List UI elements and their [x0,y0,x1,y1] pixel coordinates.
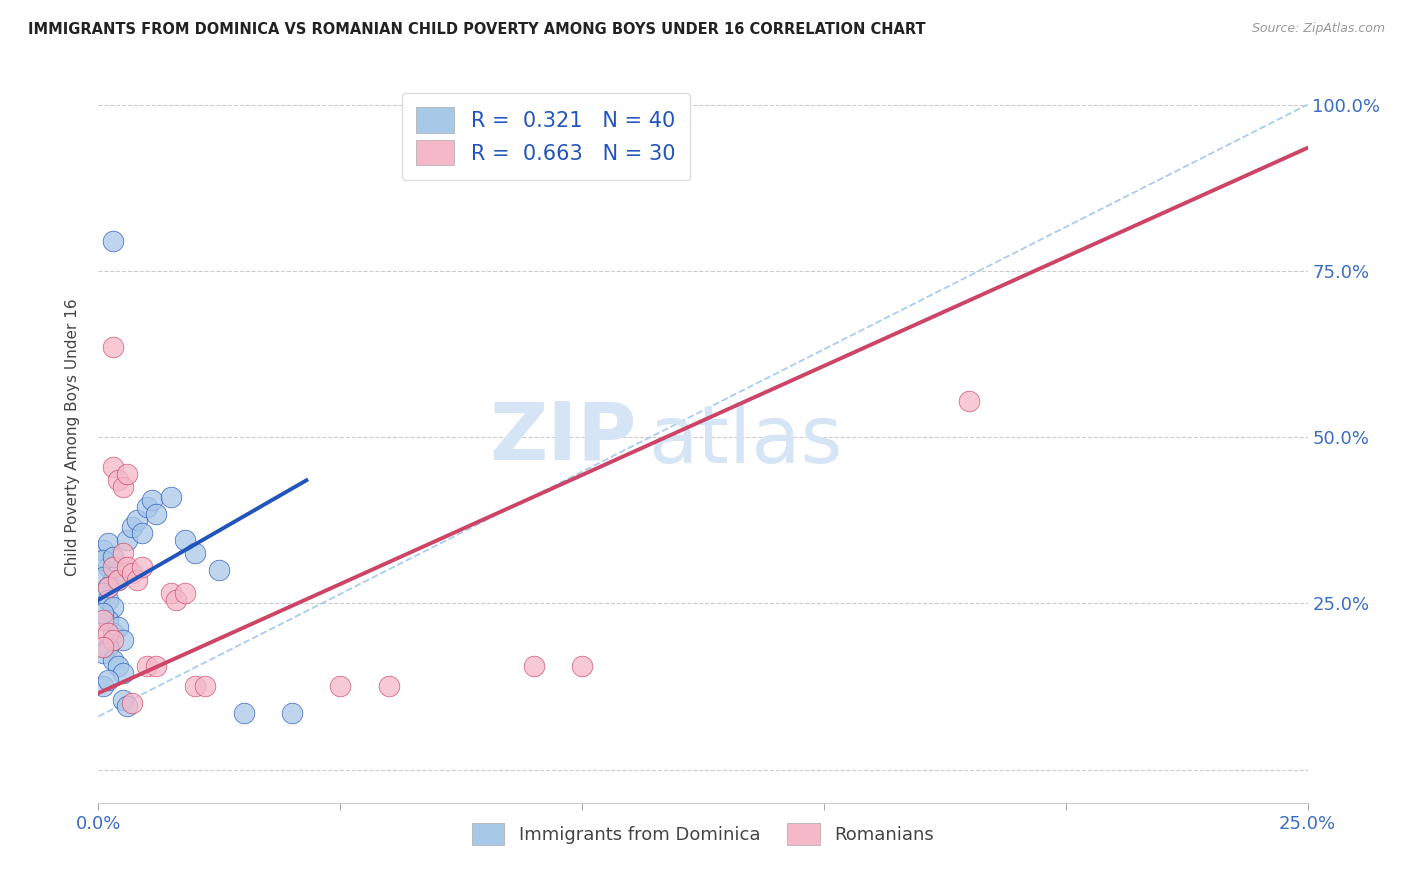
Point [91,553,114,567]
Point [208,563,231,577]
Point [91,646,114,660]
Point [91,613,114,627]
Point [97,613,120,627]
Point [184,680,207,694]
Point [91,570,114,584]
Point [107,473,129,487]
Point [97,673,120,687]
Point [97,626,120,640]
Point [127,573,149,587]
Point [107,573,129,587]
Point [111,480,134,494]
Point [97,580,120,594]
Point [91,586,114,600]
Point [131,526,153,541]
Point [145,507,167,521]
Point [111,632,134,647]
Point [329,680,352,694]
Point [377,680,399,694]
Point [101,460,124,475]
Point [107,619,129,633]
Point [174,586,197,600]
Point [91,607,114,621]
Point [127,513,149,527]
Point [111,666,134,681]
Text: ZIP: ZIP [489,398,637,476]
Point [194,680,217,694]
Point [131,559,153,574]
Point [101,599,124,614]
Point [117,533,139,548]
Point [101,234,124,248]
Point [101,340,124,354]
Point [117,559,139,574]
Point [117,699,139,714]
Point [97,536,120,550]
Point [141,493,163,508]
Point [107,573,129,587]
Point [97,640,120,654]
Point [121,566,143,581]
Point [145,659,167,673]
Point [184,546,207,560]
Y-axis label: Child Poverty Among Boys Under 16: Child Poverty Among Boys Under 16 [65,298,80,576]
Point [571,659,593,673]
Point [91,680,114,694]
Point [101,653,124,667]
Point [97,559,120,574]
Point [97,580,120,594]
Point [101,632,124,647]
Point [101,573,124,587]
Point [91,543,114,558]
Point [111,692,134,706]
Point [117,467,139,481]
Point [101,626,124,640]
Point [135,500,157,514]
Text: atlas: atlas [648,401,844,480]
Point [165,593,187,607]
Point [121,696,143,710]
Point [121,520,143,534]
Legend: Immigrants from Dominica, Romanians: Immigrants from Dominica, Romanians [464,816,942,852]
Point [135,659,157,673]
Point [523,659,546,673]
Point [101,559,124,574]
Point [160,586,183,600]
Point [101,549,124,564]
Point [160,490,183,504]
Point [97,593,120,607]
Point [174,533,197,548]
Point [111,546,134,560]
Text: IMMIGRANTS FROM DOMINICA VS ROMANIAN CHILD POVERTY AMONG BOYS UNDER 16 CORRELATI: IMMIGRANTS FROM DOMINICA VS ROMANIAN CHI… [28,22,925,37]
Point [232,706,254,720]
Point [957,393,980,408]
Point [91,640,114,654]
Text: Source: ZipAtlas.com: Source: ZipAtlas.com [1251,22,1385,36]
Point [281,706,304,720]
Point [107,659,129,673]
